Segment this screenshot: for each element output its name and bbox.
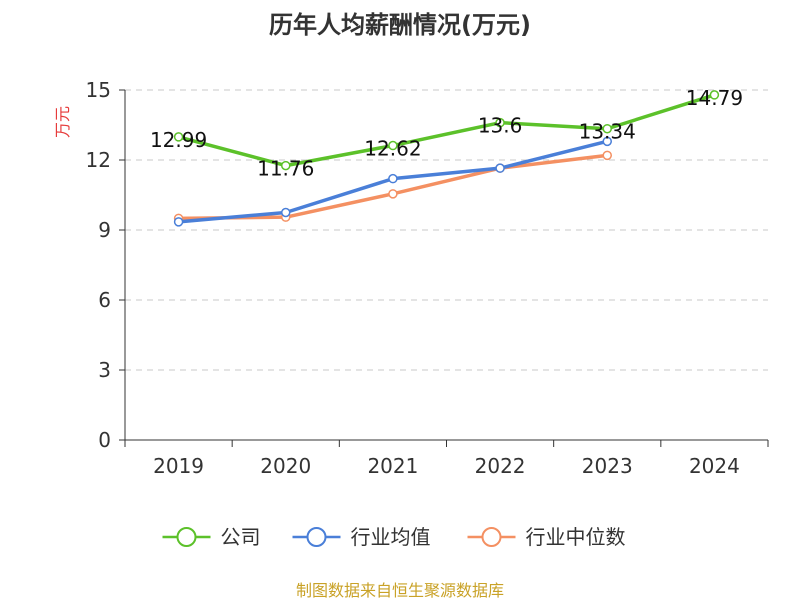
- data-label: 14.79: [686, 86, 743, 110]
- x-tick-label: 2024: [689, 454, 740, 478]
- data-point: [388, 189, 398, 199]
- data-point: [602, 136, 612, 147]
- x-tick-label: 2022: [475, 454, 526, 478]
- data-point: [281, 207, 291, 218]
- data-label: 13.34: [579, 120, 636, 144]
- series-line-3: [176, 153, 609, 221]
- data-point: [388, 140, 398, 151]
- data-point: [173, 217, 184, 227]
- legend-item: 行业均值: [292, 525, 431, 549]
- legend: 公司 行业均值 行业中位数: [162, 525, 626, 549]
- y-tick-label: 15: [86, 78, 111, 102]
- data-point: [388, 173, 398, 184]
- legend-label: 行业均值: [351, 525, 431, 549]
- series-group: [173, 90, 720, 227]
- legend-marker: [306, 527, 327, 547]
- legend-marker: [176, 527, 197, 547]
- data-label: 11.76: [257, 157, 314, 181]
- legend-item: 公司: [162, 525, 261, 549]
- y-axis-label: 万元: [53, 106, 72, 138]
- legend-label: 公司: [221, 525, 261, 549]
- data-point: [281, 160, 291, 171]
- data-point: [495, 117, 505, 128]
- data-label: 13.6: [478, 114, 523, 138]
- data-labels: 12.99 11.76 12.62 13.6 13.34 14.79: [150, 86, 743, 181]
- legend-item: 行业中位数: [467, 525, 626, 549]
- data-label: 12.62: [364, 137, 421, 161]
- y-tick-label: 9: [98, 218, 111, 242]
- x-tick-label: 2021: [367, 454, 418, 478]
- data-point: [495, 163, 505, 173]
- grid: [125, 89, 768, 371]
- chart-title: 历年人均薪酬情况(万元): [269, 11, 531, 39]
- legend-marker: [481, 527, 502, 547]
- series-line-1: [176, 93, 717, 168]
- x-tick-label: 2020: [260, 454, 311, 478]
- y-tick-label: 3: [98, 358, 111, 382]
- x-tick-label: 2023: [582, 454, 633, 478]
- axes: 0 3 6 9 12 15 2019 2020 2021 2022 2023 2024: [86, 78, 769, 478]
- data-point: [173, 132, 184, 142]
- y-tick-label: 0: [98, 428, 111, 452]
- data-point: [709, 90, 720, 100]
- data-point: [602, 150, 612, 161]
- data-point: [602, 123, 612, 134]
- legend-label: 行业中位数: [526, 525, 626, 549]
- source-note: 制图数据来自恒生聚源数据库: [296, 581, 504, 600]
- y-tick-label: 6: [98, 288, 111, 312]
- data-label: 12.99: [150, 128, 207, 152]
- y-tick-label: 12: [86, 148, 111, 172]
- x-tick-label: 2019: [153, 454, 204, 478]
